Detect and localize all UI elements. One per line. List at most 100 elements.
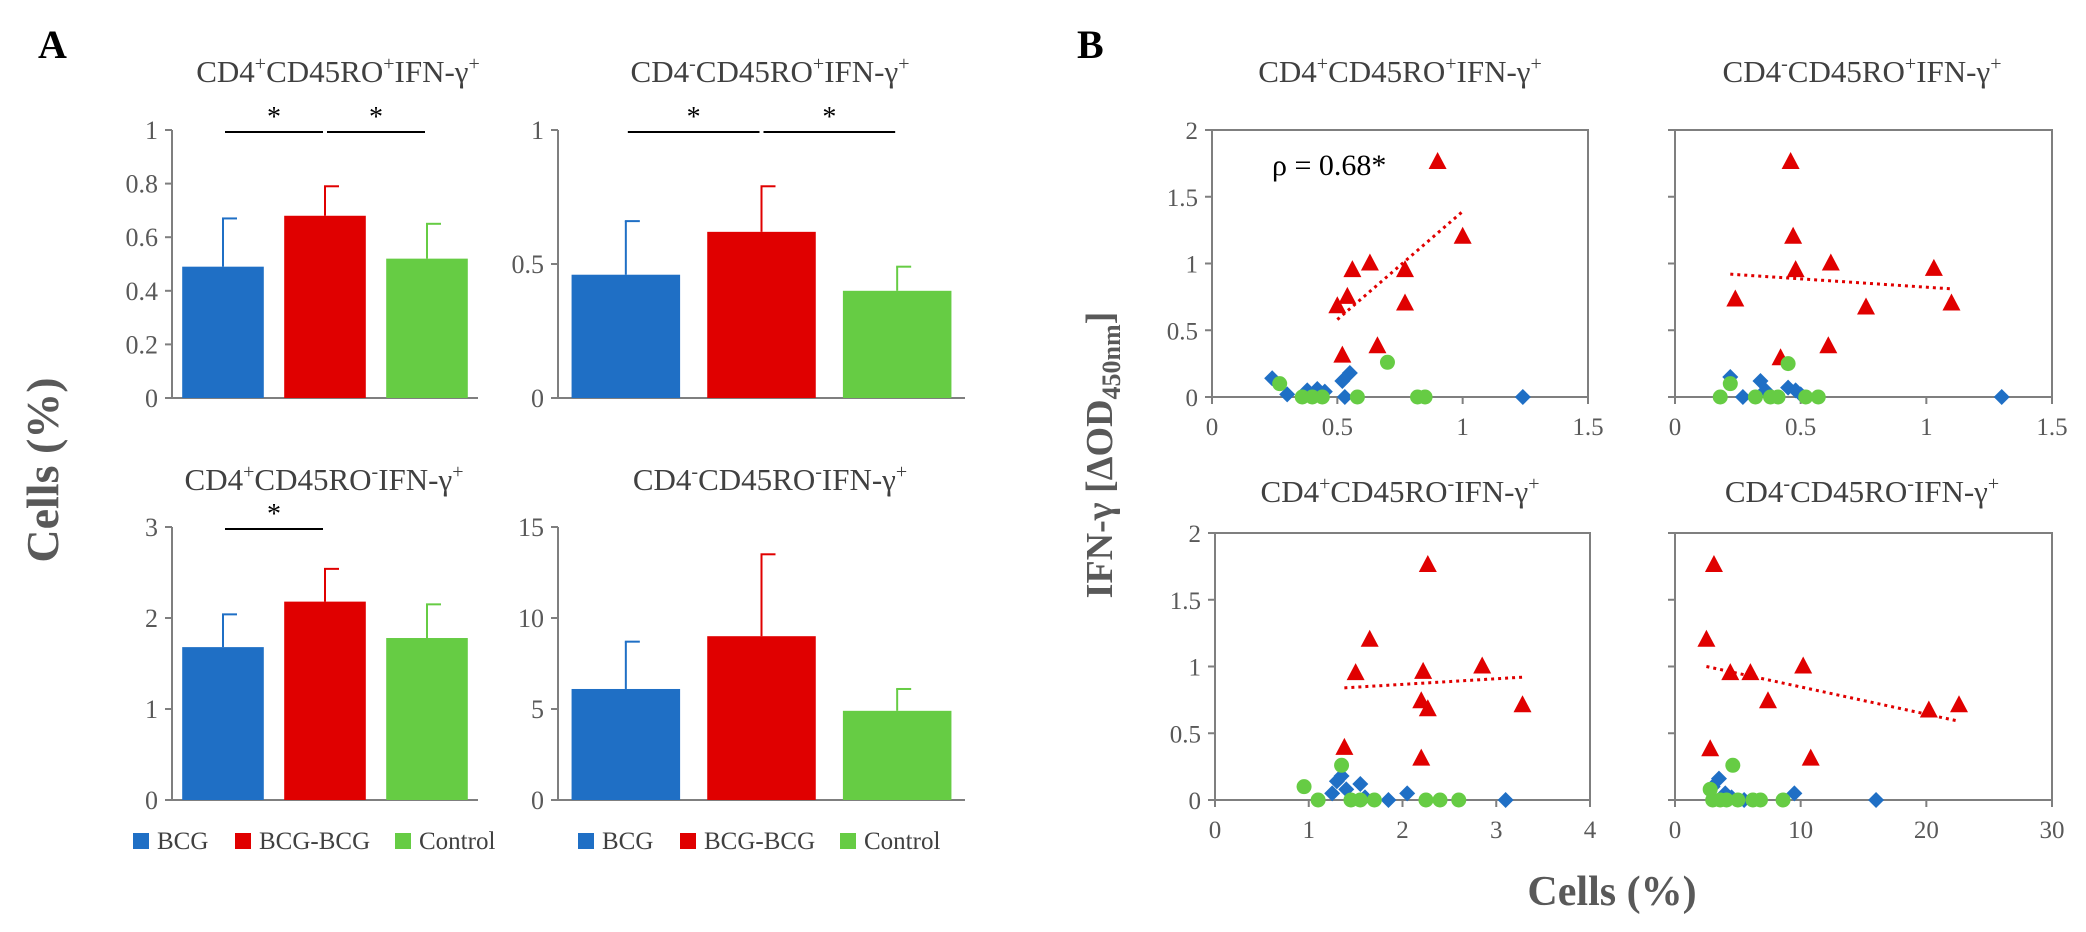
scatter-point-control bbox=[1747, 389, 1763, 405]
y-tick-label: 1.5 bbox=[1167, 185, 1198, 212]
y-tick-label: 0.5 bbox=[512, 250, 545, 279]
scatter-point-bcg bbox=[1786, 785, 1803, 802]
panel-a-y-axis-label: Cells (%) bbox=[17, 377, 68, 562]
x-tick-label: 0.5 bbox=[1785, 414, 1816, 441]
chart-title-superscript: + bbox=[1990, 53, 2001, 75]
chart-title: CD4-CD45RO+IFN-γ+ bbox=[1723, 53, 2002, 89]
chart-title-superscript: + bbox=[452, 461, 463, 483]
bar-control bbox=[386, 638, 468, 800]
chart-title-part: IFN-γ bbox=[1916, 54, 1990, 89]
chart-title-superscript: + bbox=[243, 461, 254, 483]
chart-title-superscript: + bbox=[468, 53, 479, 75]
scatter-point-bcg bbox=[1341, 364, 1358, 381]
scatter-point-bcg-bcg bbox=[1412, 748, 1431, 766]
scatter-point-control bbox=[1418, 792, 1434, 808]
x-tick-label: 1.5 bbox=[1572, 414, 1603, 441]
scatter-point-control bbox=[1775, 792, 1791, 808]
chart-title-part: IFN-γ bbox=[378, 462, 452, 497]
scatter-point-bcg bbox=[1352, 775, 1369, 792]
chart-title-superscript: - bbox=[815, 461, 822, 483]
significance-star: * bbox=[369, 102, 383, 133]
scatter-point-bcg-bcg bbox=[1473, 656, 1492, 674]
y-tick-label: 0.5 bbox=[1167, 318, 1198, 345]
chart-title-superscript: + bbox=[1317, 53, 1328, 75]
scatter-point-bcg-bcg bbox=[1781, 152, 1800, 170]
chart-title-superscript: + bbox=[813, 53, 824, 75]
legend-swatch-control bbox=[395, 833, 411, 849]
legend-label-bcg: BCG bbox=[602, 828, 653, 855]
significance-star: * bbox=[267, 499, 281, 530]
scatter-point-control bbox=[1798, 389, 1814, 405]
scatter-point-control bbox=[1296, 779, 1312, 795]
chart-title-part: CD45RO bbox=[1328, 54, 1445, 89]
legend-label-control: Control bbox=[864, 828, 940, 855]
legend-swatch-bcg-bcg bbox=[680, 833, 696, 849]
scatter-point-control bbox=[1725, 757, 1741, 773]
chart-title-part: IFN-γ bbox=[1457, 54, 1531, 89]
x-tick-label: 0.5 bbox=[1322, 414, 1353, 441]
significance-star: * bbox=[267, 102, 281, 133]
chart-title-superscript: - bbox=[1781, 53, 1788, 75]
scatter-point-bcg-bcg bbox=[1701, 739, 1720, 757]
chart-title-superscript: + bbox=[383, 53, 394, 75]
bar-bcg-bcg bbox=[707, 231, 816, 398]
chart-title-part: IFN-γ bbox=[395, 54, 469, 89]
chart-title-superscript: - bbox=[1448, 473, 1455, 495]
scatter-point-bcg-bcg bbox=[1418, 555, 1437, 573]
bar-bcg bbox=[182, 647, 264, 800]
scatter-point-bcg bbox=[1324, 785, 1341, 802]
legend-swatch-control bbox=[840, 833, 856, 849]
y-tick-label: 0 bbox=[1189, 788, 1202, 815]
scatter-point-bcg-bcg bbox=[1942, 293, 1961, 311]
chart-title-part: CD45RO bbox=[698, 462, 815, 497]
scatter-point-control bbox=[1432, 792, 1448, 808]
y-tick-label: 0 bbox=[145, 786, 158, 815]
scatter-point-control bbox=[1310, 792, 1326, 808]
chart-title-superscript: + bbox=[1319, 473, 1330, 495]
chart-title-part: IFN-γ bbox=[1454, 474, 1528, 509]
scatter-point-bcg bbox=[1399, 785, 1416, 802]
scatter-point-control bbox=[1451, 792, 1467, 808]
scatter-point-bcg bbox=[1993, 389, 2010, 405]
legend-bars-left: BCG BCG-BCG Control bbox=[133, 828, 495, 855]
chart-title-part: CD4 bbox=[1725, 474, 1784, 509]
x-tick-label: 1 bbox=[1920, 414, 1933, 441]
scatter-point-control bbox=[1722, 376, 1738, 392]
scatter-point-control bbox=[1334, 757, 1350, 773]
trend-line bbox=[1706, 665, 1960, 723]
x-tick-label: 3 bbox=[1490, 817, 1503, 844]
chart-title-part: CD45RO bbox=[1788, 54, 1905, 89]
chart-title: CD4+CD45RO-IFN-γ+ bbox=[185, 461, 464, 497]
scatter-point-control bbox=[1770, 389, 1786, 405]
bar-bcg bbox=[571, 688, 681, 800]
scatter-point-control bbox=[1379, 354, 1395, 370]
scatter-point-bcg-bcg bbox=[1396, 293, 1415, 311]
chart-title-superscript: + bbox=[898, 53, 909, 75]
chart-title-part: CD45RO bbox=[266, 54, 383, 89]
y-tick-label: 1 bbox=[145, 695, 158, 724]
scatter-point-bcg bbox=[1514, 389, 1531, 405]
x-tick-label: 0 bbox=[1669, 414, 1682, 441]
scatter-point-bcg-bcg bbox=[1513, 695, 1532, 713]
y-tick-label: 5 bbox=[531, 695, 544, 724]
scatter-point-control bbox=[1417, 389, 1433, 405]
bar-control bbox=[386, 258, 468, 398]
bar-bcg-bcg bbox=[707, 636, 816, 800]
chart-title-superscript: - bbox=[372, 461, 379, 483]
bar-bcg-bcg bbox=[284, 601, 366, 800]
trend-line bbox=[1344, 675, 1523, 690]
bar-bcg bbox=[182, 266, 264, 398]
scatter-point-bcg-bcg bbox=[1343, 260, 1362, 278]
y-tick-label: 3 bbox=[145, 513, 158, 542]
plot-frame bbox=[1214, 532, 1591, 801]
chart-title-part: CD45RO bbox=[696, 54, 813, 89]
chart-title-superscript: + bbox=[896, 461, 907, 483]
x-tick-label: 20 bbox=[1914, 817, 1939, 844]
scatter-point-bcg-bcg bbox=[1794, 656, 1813, 674]
chart-title-part: CD4 bbox=[1258, 54, 1317, 89]
scatter-point-control bbox=[1780, 356, 1796, 372]
scatter-point-bcg bbox=[1497, 792, 1514, 808]
chart-title: CD4-CD45RO-IFN-γ+ bbox=[633, 461, 907, 497]
scatter-point-bcg bbox=[1333, 767, 1350, 784]
y-tick-label: 0.8 bbox=[126, 170, 159, 199]
